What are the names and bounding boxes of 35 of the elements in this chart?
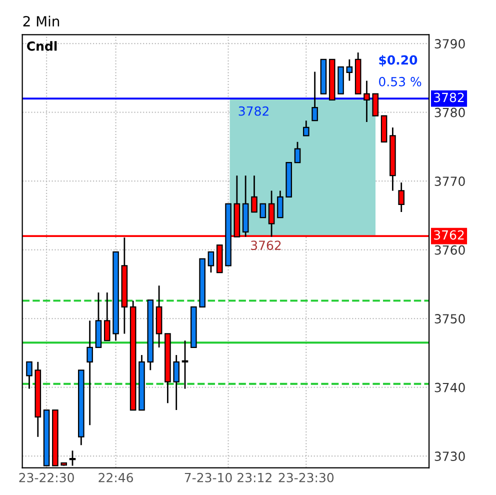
candlestick — [303, 120, 310, 136]
annotation: 0.53 % — [379, 76, 422, 86]
y-tick-label: 3740 — [434, 382, 465, 392]
candlestick — [182, 340, 188, 390]
y-tick-label: 3760 — [434, 245, 465, 255]
ref-line-label: 3782 — [434, 92, 464, 102]
candlestick — [346, 58, 353, 82]
candlestick — [251, 174, 258, 213]
y-tick-label: 3790 — [434, 39, 465, 49]
y-tick-label: 3780 — [434, 108, 465, 118]
chart-title: 2 Min — [23, 16, 60, 26]
y-tick-label: 3750 — [434, 314, 465, 324]
candlestick — [260, 203, 266, 218]
candlestick — [312, 71, 318, 122]
candlestick — [173, 354, 180, 411]
x-tick-label: 22:46 — [98, 472, 134, 482]
annotation: 3782 — [238, 106, 268, 116]
x-tick-label: 23-22:30 — [19, 472, 74, 482]
candlestick — [294, 141, 301, 164]
x-tick-label: 23-23:30 — [278, 472, 334, 482]
candlestick — [104, 292, 110, 342]
candlestick — [208, 251, 214, 274]
annotation: 3762 — [251, 240, 281, 250]
y-tick-label: 3770 — [434, 176, 465, 186]
annotation: Cndl — [27, 41, 57, 51]
x-tick-label: 7-23-10 23:12 — [184, 472, 272, 482]
candlestick — [372, 93, 379, 116]
y-tick-label: 3730 — [434, 452, 465, 462]
ref-line-label: 3762 — [434, 230, 464, 240]
candlestick — [86, 320, 93, 426]
candlestick — [398, 182, 404, 213]
candlestick — [277, 190, 284, 218]
annotation: $0.20 — [379, 55, 418, 66]
candlestick — [364, 80, 370, 123]
candlestick — [26, 361, 32, 390]
